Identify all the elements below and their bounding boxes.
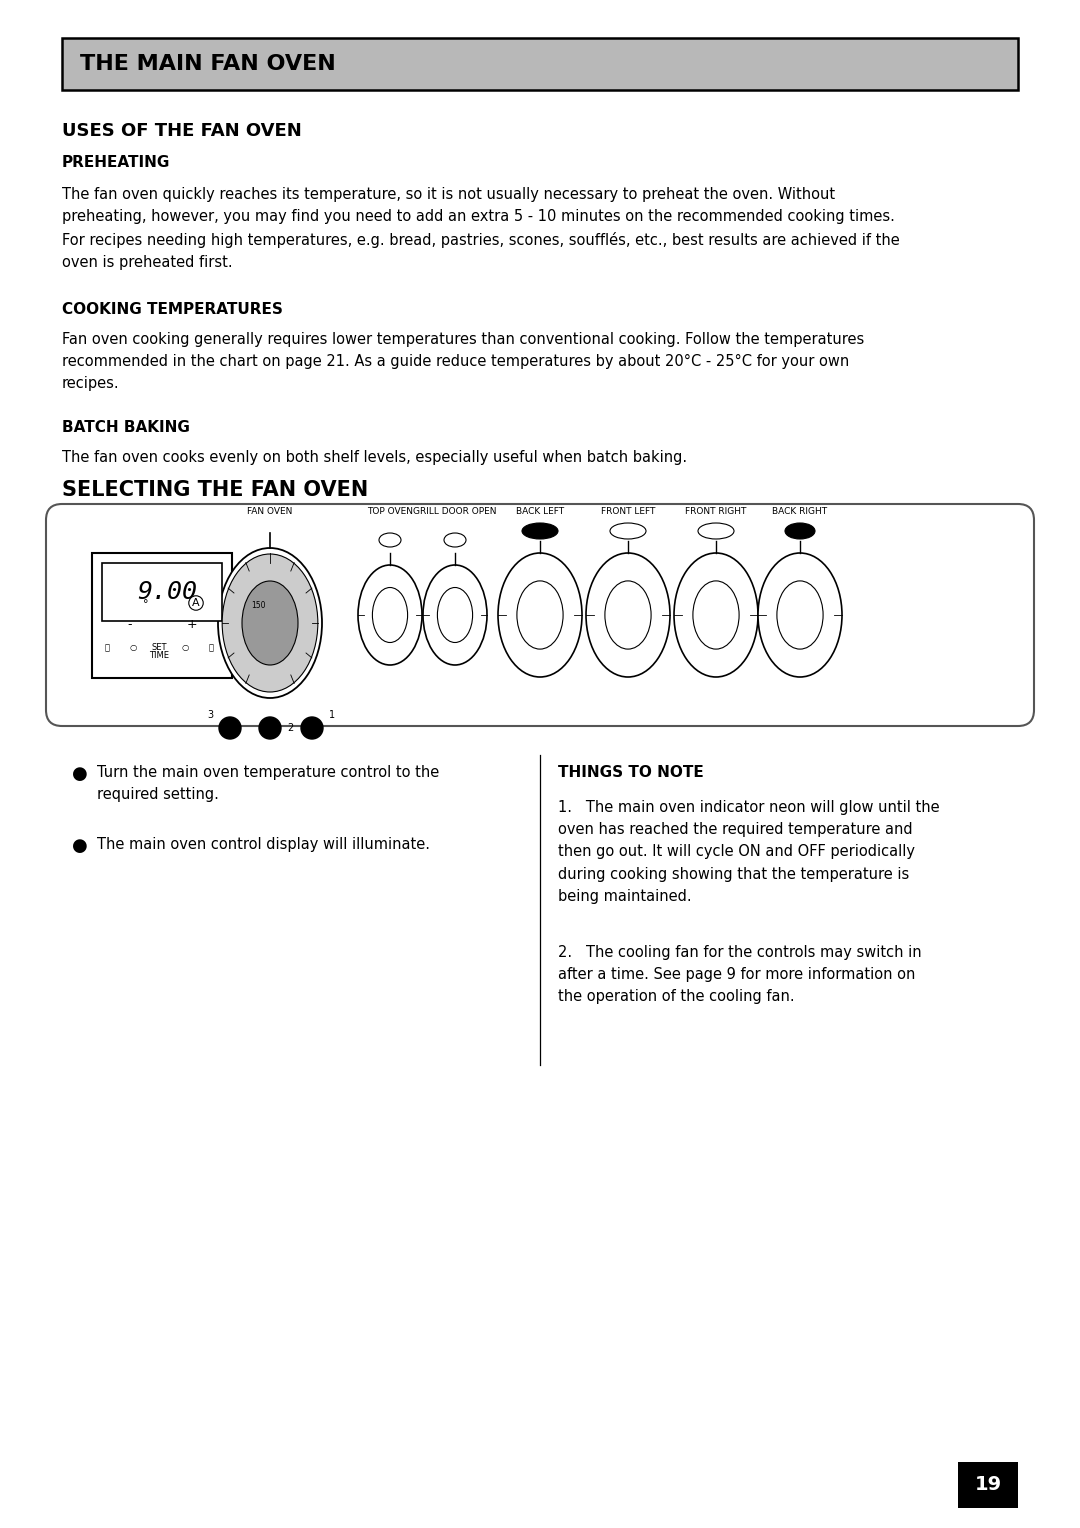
FancyBboxPatch shape bbox=[958, 1462, 1018, 1508]
Text: ●: ● bbox=[72, 837, 87, 856]
Text: Ⓐ: Ⓐ bbox=[105, 643, 109, 652]
Ellipse shape bbox=[373, 587, 407, 642]
Text: FRONT LEFT: FRONT LEFT bbox=[600, 507, 656, 516]
Circle shape bbox=[301, 717, 323, 740]
Text: 150: 150 bbox=[251, 601, 266, 610]
Ellipse shape bbox=[693, 581, 739, 649]
Text: 9.00: 9.00 bbox=[137, 581, 197, 604]
Ellipse shape bbox=[498, 553, 582, 677]
Ellipse shape bbox=[517, 581, 563, 649]
Text: FAN OVEN: FAN OVEN bbox=[247, 507, 293, 516]
Text: The main oven control display will illuminate.: The main oven control display will illum… bbox=[97, 837, 430, 853]
FancyBboxPatch shape bbox=[46, 504, 1034, 726]
Ellipse shape bbox=[423, 565, 487, 665]
FancyBboxPatch shape bbox=[92, 553, 232, 678]
Text: ⌚: ⌚ bbox=[208, 643, 214, 652]
Text: THE MAIN FAN OVEN: THE MAIN FAN OVEN bbox=[80, 53, 336, 73]
Text: ○: ○ bbox=[181, 643, 189, 652]
Text: BACK RIGHT: BACK RIGHT bbox=[772, 507, 827, 516]
Text: SET
TIME: SET TIME bbox=[149, 643, 168, 660]
Text: TOP OVEN: TOP OVEN bbox=[367, 507, 413, 516]
FancyBboxPatch shape bbox=[62, 38, 1018, 90]
Ellipse shape bbox=[522, 523, 558, 539]
Text: FRONT RIGHT: FRONT RIGHT bbox=[686, 507, 746, 516]
Ellipse shape bbox=[586, 553, 670, 677]
Text: Turn the main oven temperature control to the
required setting.: Turn the main oven temperature control t… bbox=[97, 766, 440, 802]
Text: ○: ○ bbox=[130, 643, 137, 652]
Ellipse shape bbox=[437, 587, 473, 642]
Circle shape bbox=[219, 717, 241, 740]
Text: ●: ● bbox=[72, 766, 87, 782]
Ellipse shape bbox=[444, 533, 465, 547]
Ellipse shape bbox=[785, 523, 815, 539]
FancyBboxPatch shape bbox=[102, 562, 222, 620]
Text: +: + bbox=[187, 619, 198, 631]
Ellipse shape bbox=[218, 549, 322, 698]
Text: COOKING TEMPERATURES: COOKING TEMPERATURES bbox=[62, 303, 283, 316]
Text: Fan oven cooking generally requires lower temperatures than conventional cooking: Fan oven cooking generally requires lowe… bbox=[62, 332, 864, 391]
Text: 1.   The main oven indicator neon will glow until the
oven has reached the requi: 1. The main oven indicator neon will glo… bbox=[558, 801, 940, 903]
Ellipse shape bbox=[357, 565, 422, 665]
Text: 3: 3 bbox=[207, 711, 213, 720]
Text: -: - bbox=[127, 619, 132, 631]
Text: USES OF THE FAN OVEN: USES OF THE FAN OVEN bbox=[62, 122, 301, 141]
Text: SELECTING THE FAN OVEN: SELECTING THE FAN OVEN bbox=[62, 480, 368, 500]
Text: PREHEATING: PREHEATING bbox=[62, 154, 171, 170]
Text: BACK LEFT: BACK LEFT bbox=[516, 507, 564, 516]
Text: A: A bbox=[192, 597, 200, 608]
Ellipse shape bbox=[379, 533, 401, 547]
Ellipse shape bbox=[758, 553, 842, 677]
Text: 2.   The cooling fan for the controls may switch in
after a time. See page 9 for: 2. The cooling fan for the controls may … bbox=[558, 944, 921, 1004]
Text: The fan oven quickly reaches its temperature, so it is not usually necessary to : The fan oven quickly reaches its tempera… bbox=[62, 186, 900, 270]
Ellipse shape bbox=[698, 523, 734, 539]
Ellipse shape bbox=[777, 581, 823, 649]
Ellipse shape bbox=[605, 581, 651, 649]
Text: The fan oven cooks evenly on both shelf levels, especially useful when batch bak: The fan oven cooks evenly on both shelf … bbox=[62, 451, 687, 465]
Ellipse shape bbox=[674, 553, 758, 677]
Text: 2: 2 bbox=[287, 723, 293, 733]
Text: GRILL DOOR OPEN: GRILL DOOR OPEN bbox=[414, 507, 497, 516]
Text: °: ° bbox=[144, 599, 149, 610]
Ellipse shape bbox=[222, 555, 318, 692]
Circle shape bbox=[259, 717, 281, 740]
Text: BATCH BAKING: BATCH BAKING bbox=[62, 420, 190, 435]
Text: THINGS TO NOTE: THINGS TO NOTE bbox=[558, 766, 704, 779]
Text: 1: 1 bbox=[329, 711, 335, 720]
Ellipse shape bbox=[242, 581, 298, 665]
Ellipse shape bbox=[610, 523, 646, 539]
Text: 19: 19 bbox=[974, 1476, 1001, 1494]
